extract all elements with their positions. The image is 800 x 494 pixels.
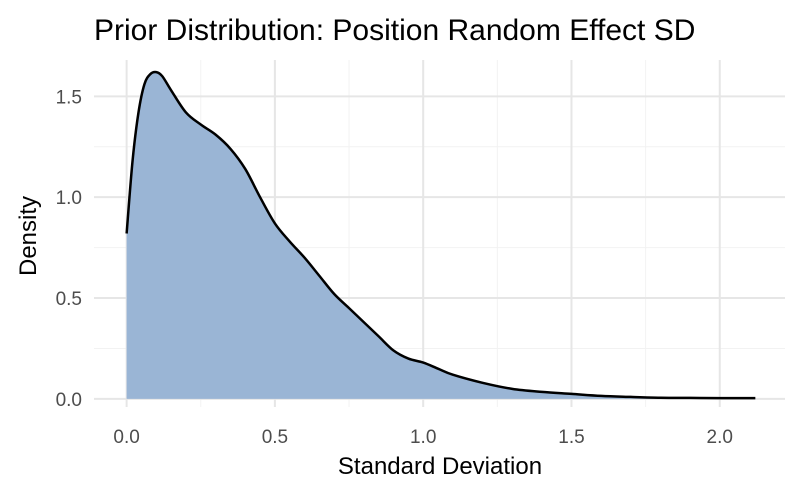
x-axis: 0.0 0.5 1.0 1.5 2.0 [113,427,733,448]
y-tick-label: 0.0 [56,390,82,411]
y-tick-label: 0.5 [56,289,82,310]
y-tick-label: 1.5 [56,87,82,108]
x-tick-label: 1.5 [558,427,584,448]
y-axis: 0.0 0.5 1.0 1.5 [56,87,82,411]
x-tick-label: 2.0 [707,427,733,448]
y-tick-label: 1.0 [56,188,82,209]
y-axis-title: Density [15,196,42,276]
density-line [125,70,756,400]
plot-area [125,70,756,400]
x-tick-label: 1.0 [410,427,436,448]
x-axis-title: Standard Deviation [338,453,542,480]
density-area [126,71,756,399]
x-tick-label: 0.5 [262,427,288,448]
chart-title: Prior Distribution: Position Random Effe… [94,14,695,47]
x-tick-label: 0.0 [113,427,139,448]
